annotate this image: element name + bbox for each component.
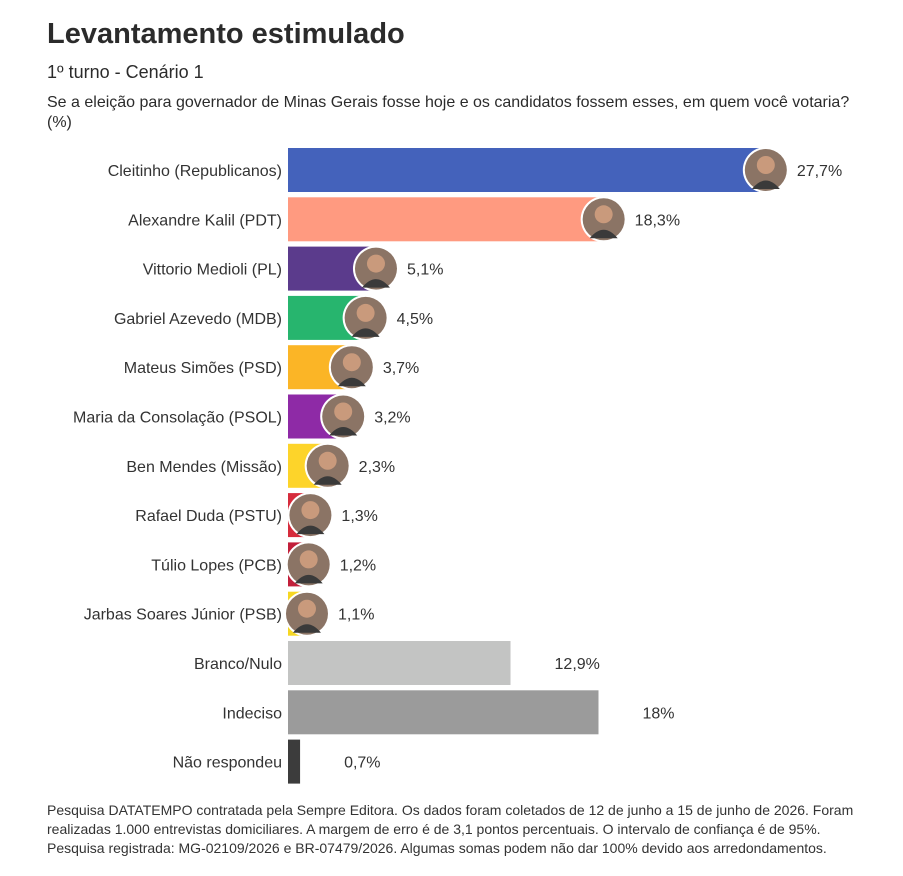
candidate-photo-shoulders bbox=[361, 279, 390, 288]
candidate-photo-shoulders bbox=[294, 574, 323, 584]
category-label: Vittorio Medioli (PL) bbox=[143, 262, 282, 279]
chart-subtitle: 1º turno - Cenário 1 bbox=[47, 62, 204, 82]
category-label: Cleitinho (Republicanos) bbox=[108, 163, 282, 180]
value-label: 2,3% bbox=[359, 459, 395, 476]
candidate-photo-face bbox=[334, 402, 353, 421]
value-label: 0,7% bbox=[344, 755, 380, 772]
value-label: 18% bbox=[643, 705, 675, 722]
candidate-photo-shoulders bbox=[329, 427, 358, 436]
category-label: Maria da Consolação (PSOL) bbox=[73, 410, 282, 427]
value-label: 5,1% bbox=[407, 262, 443, 279]
category-label: Gabriel Azevedo (MDB) bbox=[114, 311, 282, 328]
value-label: 1,3% bbox=[341, 508, 377, 525]
candidate-photo-face bbox=[301, 501, 320, 520]
candidate-photo-face bbox=[297, 599, 316, 618]
category-label: Não respondeu bbox=[173, 755, 282, 772]
candidate-photo-face bbox=[756, 156, 775, 174]
bar-chart: Cleitinho (Republicanos) 27,7% Alexandre K… bbox=[73, 147, 842, 784]
category-label: Mateus Simões (PSD) bbox=[124, 360, 282, 377]
candidate-photo-shoulders bbox=[296, 525, 325, 535]
category-label: Túlio Lopes (PCB) bbox=[151, 557, 282, 574]
candidate-photo-face bbox=[356, 303, 375, 322]
bar bbox=[288, 641, 511, 685]
chart-title: Levantamento estimulado bbox=[47, 18, 405, 50]
candidate-photo-face bbox=[318, 451, 337, 470]
methodology-footnote: Pesquisa DATATEMPO contratada pela Sempr… bbox=[47, 802, 854, 856]
value-label: 3,7% bbox=[383, 360, 419, 377]
value-label: 12,9% bbox=[555, 656, 600, 673]
value-label: 27,7% bbox=[797, 163, 842, 180]
candidate-photo-shoulders bbox=[292, 624, 321, 633]
bar bbox=[288, 197, 604, 242]
value-label: 18,3% bbox=[635, 212, 680, 229]
candidate-photo-face bbox=[342, 353, 361, 372]
bar bbox=[288, 148, 766, 192]
category-label: Jarbas Soares Júnior (PSB) bbox=[84, 607, 282, 624]
candidate-photo-face bbox=[366, 254, 385, 273]
candidate-photo-face bbox=[594, 205, 613, 224]
survey-question: Se a eleição para governador de Minas Ge… bbox=[47, 94, 850, 131]
candidate-photo-face bbox=[299, 550, 318, 569]
bar bbox=[288, 690, 599, 735]
category-label: Branco/Nulo bbox=[194, 656, 282, 673]
candidate-photo-shoulders bbox=[589, 229, 618, 239]
value-label: 1,1% bbox=[338, 607, 374, 624]
candidate-photo-shoulders bbox=[337, 377, 366, 387]
category-label: Rafael Duda (PSTU) bbox=[135, 508, 282, 525]
category-label: Alexandre Kalil (PDT) bbox=[128, 212, 282, 229]
bar bbox=[288, 739, 301, 784]
candidate-photo-shoulders bbox=[351, 328, 380, 337]
value-label: 1,2% bbox=[340, 557, 376, 574]
category-label: Indeciso bbox=[222, 705, 282, 722]
candidate-photo-shoulders bbox=[751, 180, 780, 189]
value-label: 3,2% bbox=[374, 410, 410, 427]
value-label: 4,5% bbox=[397, 311, 433, 328]
category-label: Ben Mendes (Missão) bbox=[126, 459, 282, 476]
candidate-photo-shoulders bbox=[313, 476, 342, 485]
